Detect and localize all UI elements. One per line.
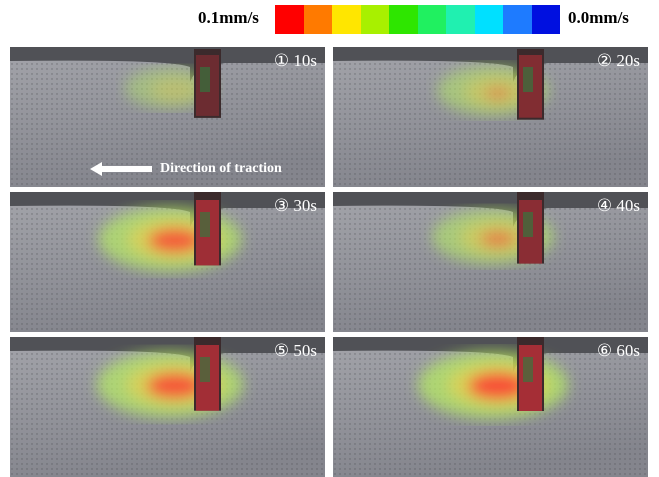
panel-label: ② 20s <box>597 51 640 71</box>
arrow <box>90 162 152 176</box>
panel: ⑤ 50s <box>10 337 325 477</box>
panel: ④ 40s <box>333 192 648 332</box>
panel-label: ⑤ 50s <box>274 341 317 361</box>
panel-label: ⑥ 60s <box>597 341 640 361</box>
panel-label: ④ 40s <box>597 196 640 216</box>
panel-label: ③ 30s <box>274 196 317 216</box>
panel-label: ① 10s <box>274 51 317 71</box>
figure: 0.1mm/s 0.0mm/s ① 10s Direction of tracti… <box>0 0 659 473</box>
annotation-text: Direction of traction <box>160 161 282 177</box>
panel: ① 10s Direction of traction <box>10 47 325 187</box>
annotation: Direction of traction <box>90 161 282 177</box>
colorbar <box>275 5 560 34</box>
panel: ② 20s <box>333 47 648 187</box>
legend-max-label: 0.1mm/s <box>198 8 259 28</box>
panel: ③ 30s <box>10 192 325 332</box>
legend-min-label: 0.0mm/s <box>568 8 629 28</box>
panel: ⑥ 60s <box>333 337 648 477</box>
